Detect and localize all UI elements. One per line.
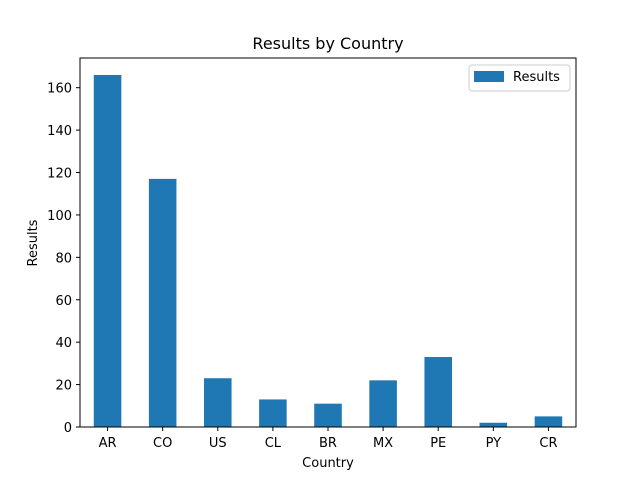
x-tick-label: CO bbox=[153, 436, 172, 451]
x-axis-label: Country bbox=[302, 456, 354, 471]
bar-ar bbox=[93, 74, 122, 427]
y-tick-label: 20 bbox=[55, 379, 72, 394]
bar-us bbox=[204, 378, 232, 427]
y-tick-label: 140 bbox=[47, 124, 72, 139]
bar-cr bbox=[534, 416, 563, 427]
bar-br bbox=[314, 403, 342, 427]
legend-label: Results bbox=[513, 70, 560, 85]
x-axis-ticks: AR CO US CL BR MX PE PY CR bbox=[99, 427, 558, 451]
y-tick-label: 40 bbox=[55, 336, 72, 351]
y-tick-label: 120 bbox=[47, 167, 72, 182]
bar-mx bbox=[369, 380, 397, 427]
plot-frame bbox=[79, 57, 577, 428]
y-tick-label: 160 bbox=[47, 82, 72, 97]
y-tick-label: 100 bbox=[47, 209, 72, 224]
x-tick-label: PY bbox=[486, 436, 502, 451]
legend: Results bbox=[468, 64, 571, 92]
bar-py bbox=[479, 422, 508, 427]
legend-swatch bbox=[474, 71, 504, 82]
bar-cl bbox=[259, 399, 287, 427]
x-tick-label: PE bbox=[430, 436, 446, 451]
x-tick-label: CL bbox=[265, 436, 282, 451]
x-tick-label: CR bbox=[539, 436, 557, 451]
y-tick-label: 60 bbox=[55, 294, 72, 309]
bar-pe bbox=[424, 357, 452, 427]
x-tick-label: AR bbox=[99, 436, 117, 451]
x-tick-label: US bbox=[209, 436, 227, 451]
y-tick-label: 0 bbox=[64, 421, 72, 436]
x-tick-label: BR bbox=[319, 436, 337, 451]
bars-group bbox=[93, 74, 563, 427]
y-axis-ticks: 0 20 40 60 80 100 120 140 160 bbox=[47, 82, 80, 436]
y-tick-label: 80 bbox=[55, 251, 72, 266]
x-tick-label: MX bbox=[373, 436, 393, 451]
chart-title: Results by Country bbox=[252, 34, 403, 53]
y-axis-label: Results bbox=[26, 219, 41, 266]
bar-co bbox=[148, 178, 177, 427]
